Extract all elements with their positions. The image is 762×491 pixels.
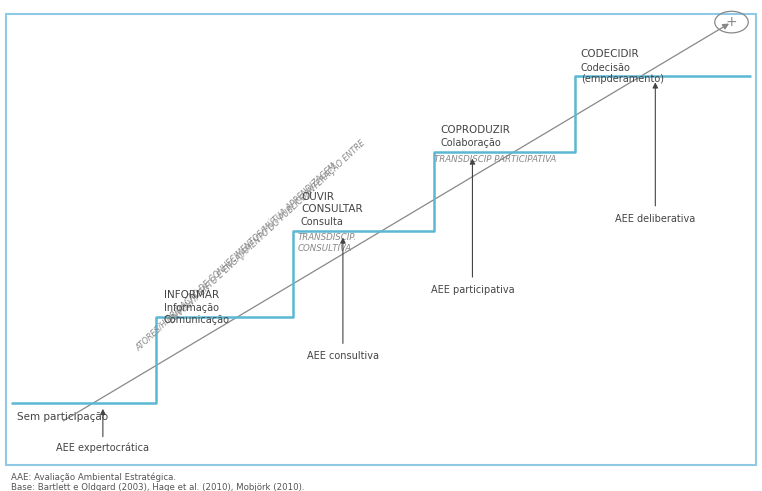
Text: OUVIR
CONSULTAR: OUVIR CONSULTAR xyxy=(301,192,363,214)
Text: COPRODUZIR: COPRODUZIR xyxy=(440,125,511,135)
Text: AEE expertocrática: AEE expertocrática xyxy=(56,443,149,453)
Text: AAE: Avaliação Ambiental Estratégica.
Base: Bartlett e Oldgard (2003), Hage et a: AAE: Avaliação Ambiental Estratégica. Ba… xyxy=(11,472,305,491)
Text: ENVOLVIMENTO E ENGAJAMENTO DO PÚBLICO/INTERAÇÃO ENTRE: ENVOLVIMENTO E ENGAJAMENTO DO PÚBLICO/IN… xyxy=(167,137,367,325)
Text: TRANSDISCIP PARTICIPATIVA: TRANSDISCIP PARTICIPATIVA xyxy=(434,155,556,164)
Text: AEE deliberativa: AEE deliberativa xyxy=(615,214,696,223)
Text: INFORMAR: INFORMAR xyxy=(164,290,219,300)
Text: Sem participação: Sem participação xyxy=(17,412,108,422)
Text: Informação
Comunicação: Informação Comunicação xyxy=(164,303,230,325)
Text: CODECIDIR: CODECIDIR xyxy=(581,49,639,59)
Text: Codecisão
(empderamento): Codecisão (empderamento) xyxy=(581,63,664,84)
Text: TRANSDISCIP.
CONSULTIVA: TRANSDISCIP. CONSULTIVA xyxy=(297,233,357,253)
Text: ATORES/HIBRIDAÇÃO DE CONHECIMENTOS/MÚTUA APRENDIZAGEM: ATORES/HIBRIDAÇÃO DE CONHECIMENTOS/MÚTUA… xyxy=(133,160,339,353)
Text: Colaboração: Colaboração xyxy=(440,138,501,148)
Text: Consulta: Consulta xyxy=(301,217,344,227)
Text: AEE consultiva: AEE consultiva xyxy=(307,351,379,361)
Text: +: + xyxy=(725,15,738,29)
Text: AEE participativa: AEE participativa xyxy=(431,285,514,295)
